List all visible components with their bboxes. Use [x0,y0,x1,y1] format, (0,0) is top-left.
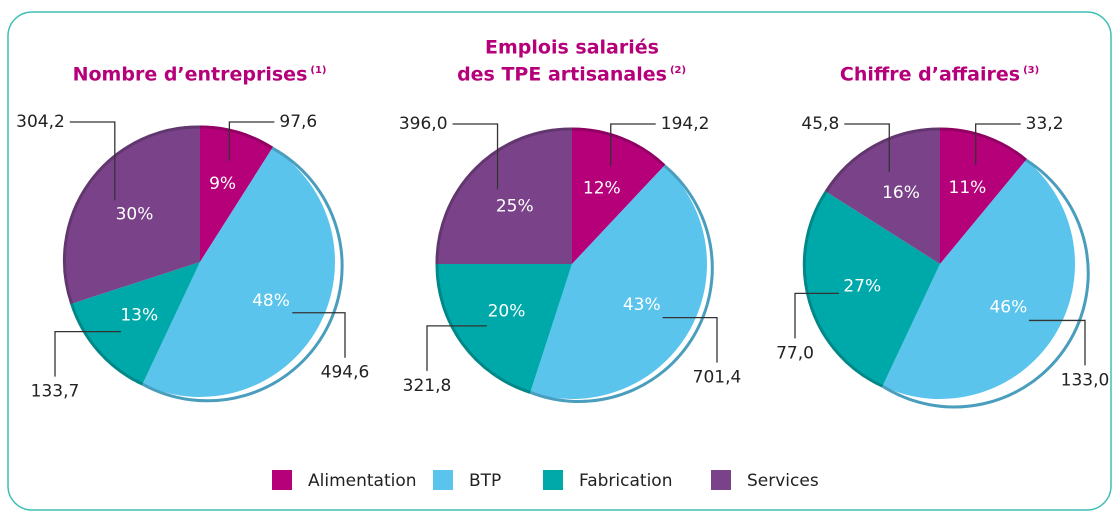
amount-label: 77,0 [776,343,814,363]
slice-rim [571,127,666,167]
leader-line [69,121,116,201]
percent-label: 43% [623,295,661,315]
slice-rim [435,263,531,394]
percent-label: 27% [843,277,881,297]
legend-label: BTP [469,471,501,491]
amount-label: 33,2 [1026,114,1064,134]
slice-rim [70,303,144,386]
amount-label: 304,2 [16,112,65,132]
pie-slice [572,129,665,264]
leader-line [426,325,487,371]
chart-title: des TPE artisanales [457,64,667,86]
leader-line [794,292,839,339]
slice-rim [62,125,201,305]
percent-label: 9% [209,174,236,194]
legend-swatch [711,470,731,490]
slice-rim [435,127,573,265]
percent-label: 12% [583,179,621,199]
title-note: (1) [310,65,326,76]
percent-label: 20% [488,302,526,322]
leader-line [1028,319,1086,366]
percent-label: 30% [116,204,154,224]
pie-slice [142,148,336,397]
pie-slice [437,129,572,264]
legend-label: Alimentation [308,471,417,491]
pie-slice [804,191,940,387]
amount-label: 194,2 [661,114,710,134]
percent-label: 11% [949,178,987,198]
slice-rim [939,127,1028,162]
pie-slice [882,159,1076,400]
amount-label: 701,4 [693,368,742,388]
legend-swatch [433,470,453,490]
slice-rim [802,190,884,388]
slice-rim [199,125,274,150]
leader-line [452,123,499,190]
percent-label: 48% [252,291,290,311]
amount-label: 133,0 [1061,370,1110,390]
pie-slice [437,264,572,393]
pie-slice [530,165,707,399]
leader-line [975,123,1021,165]
legend-swatch [543,470,563,490]
pie-slice [200,127,273,262]
leader-line [610,123,656,167]
leader-line [54,330,122,377]
chart-title: Chiffre d’affaires [840,64,1020,86]
amount-label: 396,0 [399,114,448,134]
slice-rim [529,164,714,403]
slice-rim [881,158,1090,409]
amount-label: 494,6 [321,363,370,383]
chart-title: Emplois salariés [485,37,659,59]
pie-slice [940,129,1027,264]
percent-label: 16% [882,183,920,203]
pie-slice [826,129,940,264]
title-note: (3) [1023,65,1039,76]
legend-label: Fabrication [579,471,672,491]
slice-rim [824,127,941,193]
legend-label: Services [747,471,819,491]
leader-line [228,121,275,161]
pie-slice [65,127,201,304]
leader-line [292,312,346,358]
amount-label: 97,6 [279,112,317,132]
percent-label: 46% [989,297,1027,317]
leader-line [662,316,718,363]
amount-label: 45,8 [801,114,839,134]
slice-rim [141,146,344,403]
leader-line [844,123,890,172]
percent-label: 13% [120,306,158,326]
pie-slice [71,262,201,385]
title-note: (2) [670,65,686,76]
amount-label: 321,8 [403,376,452,396]
percent-label: 25% [496,197,534,217]
chart-title: Nombre d’entreprises [73,64,308,86]
amount-label: 133,7 [31,382,80,402]
legend-swatch [272,470,292,490]
